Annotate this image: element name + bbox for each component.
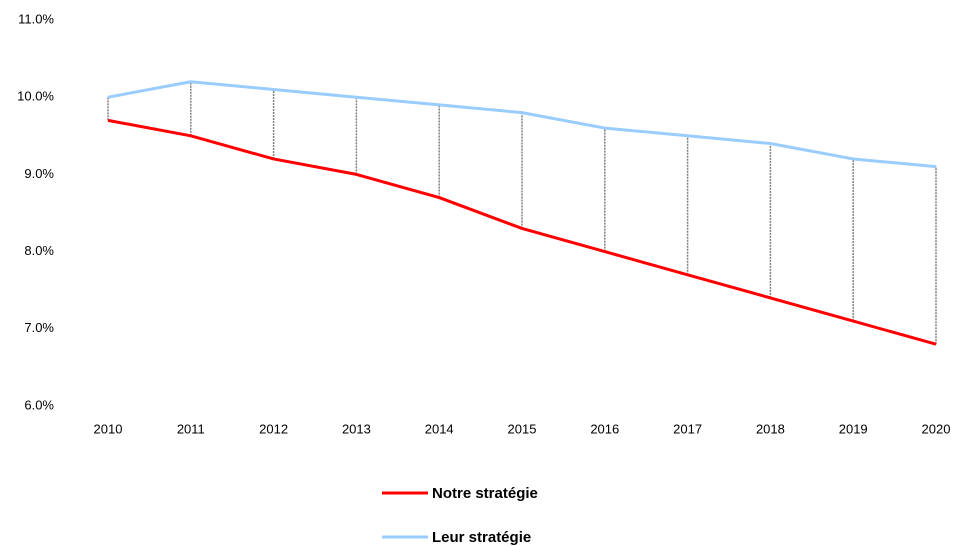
y-tick-label: 7.0%	[24, 320, 54, 335]
y-tick-label: 9.0%	[24, 166, 54, 181]
x-tick-label: 2019	[839, 421, 868, 436]
x-tick-label: 2014	[425, 421, 454, 436]
x-tick-label: 2020	[922, 421, 951, 436]
x-tick-label: 2010	[94, 421, 123, 436]
x-tick-label: 2013	[342, 421, 371, 436]
x-tick-label: 2011	[177, 421, 205, 436]
x-tick-label: 2016	[590, 421, 619, 436]
x-tick-label: 2018	[756, 421, 785, 436]
y-tick-label: 6.0%	[24, 397, 54, 412]
y-tick-label: 11.0%	[18, 11, 54, 26]
x-tick-label: 2017	[673, 421, 702, 436]
y-tick-label: 10.0%	[17, 89, 54, 104]
y-tick-label: 8.0%	[24, 243, 54, 258]
x-tick-label: 2015	[508, 421, 537, 436]
series-line	[107, 80, 937, 169]
legend-label: Leur stratégie	[432, 529, 531, 546]
x-tick-label: 2012	[259, 421, 288, 436]
legend-label: Notre stratégie	[432, 485, 538, 502]
series-line	[107, 118, 937, 346]
